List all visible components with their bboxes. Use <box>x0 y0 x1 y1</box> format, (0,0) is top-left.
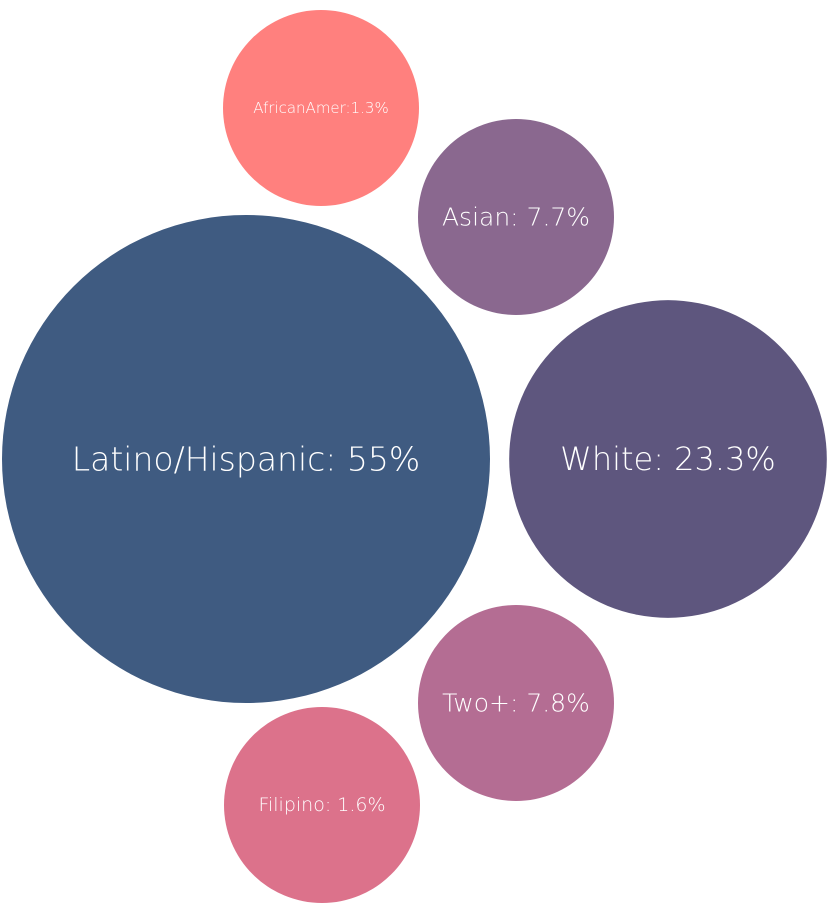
bubble-asian <box>418 119 614 315</box>
bubbles-layer: Latino/Hispanic: 55% White: 23.3% Two+: 7.… <box>2 10 827 903</box>
bubble-label-latino-hispanic: Latino/Hispanic: 55% <box>72 440 420 479</box>
bubble-label-white: White: 23.3% <box>560 440 776 478</box>
bubble-white <box>509 300 827 618</box>
bubble-filipino <box>224 707 420 903</box>
bubble-two <box>418 605 614 801</box>
bubble-africanamer <box>223 10 419 206</box>
bubble-label-filipino: Filipino: 1.6% <box>258 794 385 816</box>
bubble-label-two: Two+: 7.8% <box>442 689 590 718</box>
bubble-latino-hispanic <box>2 215 490 703</box>
bubble-label-africanamer: AfricanAmer:1.3% <box>253 99 388 117</box>
bubble-label-asian: Asian: 7.7% <box>442 203 590 232</box>
